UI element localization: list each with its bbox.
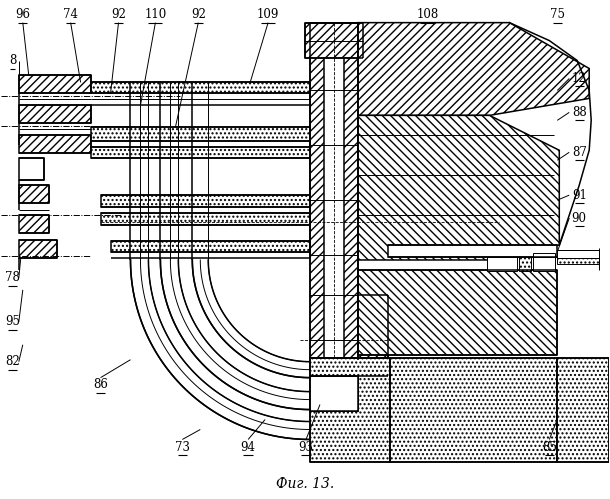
Polygon shape (131, 260, 310, 440)
Text: 75: 75 (550, 8, 565, 21)
Bar (487, 257, 517, 271)
Text: 88: 88 (572, 106, 587, 119)
Bar (390, 358, 558, 463)
Polygon shape (192, 260, 310, 378)
Text: 74: 74 (63, 8, 78, 21)
Polygon shape (358, 115, 559, 260)
Text: 110: 110 (145, 8, 167, 21)
Bar (519, 257, 531, 271)
Text: Фиг. 13.: Фиг. 13. (276, 478, 334, 492)
Bar (310, 376, 358, 411)
Bar (91, 127, 310, 141)
Bar (19, 215, 49, 233)
Text: 94: 94 (241, 441, 256, 454)
Bar (310, 22, 324, 358)
Bar (533, 253, 555, 271)
Bar (19, 240, 57, 258)
Bar (19, 158, 44, 180)
Bar (558, 258, 599, 264)
Text: 82: 82 (5, 355, 20, 368)
Text: 95: 95 (5, 315, 20, 328)
Text: 12: 12 (572, 72, 587, 85)
Bar (91, 147, 310, 158)
Text: 108: 108 (417, 8, 439, 21)
Bar (19, 75, 91, 93)
Text: 78: 78 (5, 271, 20, 284)
Text: 87: 87 (572, 146, 587, 159)
Bar (558, 250, 599, 258)
Text: 93: 93 (298, 441, 314, 454)
Bar (558, 358, 609, 463)
Bar (310, 358, 390, 463)
Text: 85: 85 (542, 441, 557, 454)
Text: 92: 92 (191, 8, 206, 21)
Bar (310, 358, 388, 376)
Text: 73: 73 (175, 441, 190, 454)
Bar (388, 245, 558, 257)
Text: 109: 109 (257, 8, 279, 21)
Bar (101, 213, 310, 225)
Text: 8: 8 (9, 54, 16, 67)
Bar (344, 22, 358, 358)
Polygon shape (358, 22, 589, 115)
Text: 92: 92 (111, 8, 126, 21)
Bar (91, 82, 310, 93)
Bar (101, 195, 310, 207)
Bar (19, 185, 49, 203)
Bar (305, 22, 363, 57)
Text: 86: 86 (93, 378, 108, 391)
Text: 90: 90 (572, 212, 587, 225)
Bar (110, 241, 310, 252)
Text: 91: 91 (572, 189, 587, 202)
Polygon shape (160, 260, 310, 410)
Bar (19, 105, 91, 123)
Bar (358, 270, 558, 355)
Bar (19, 135, 91, 153)
Text: 96: 96 (15, 8, 30, 21)
Bar (358, 295, 388, 358)
